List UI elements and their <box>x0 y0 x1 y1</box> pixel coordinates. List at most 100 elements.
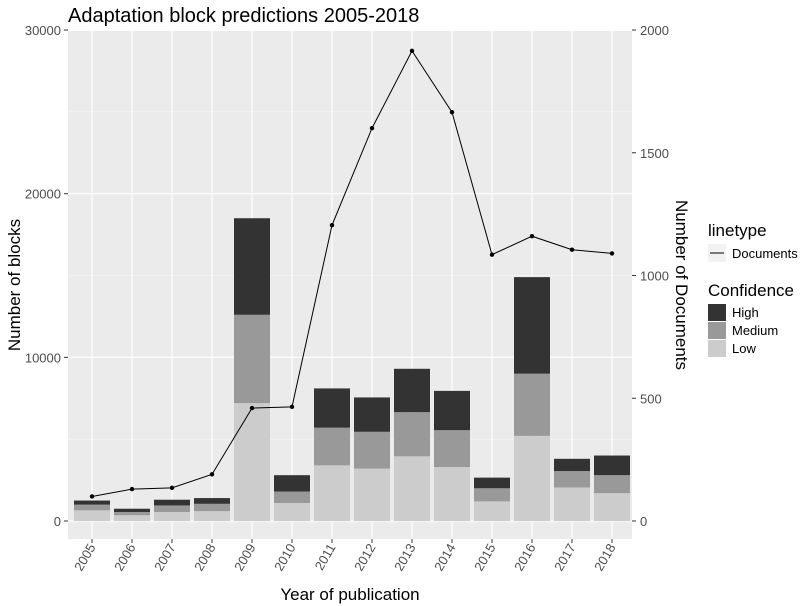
bar-high-2015 <box>474 477 510 489</box>
bar-medium-2009 <box>234 314 270 404</box>
x-tick-label: 2007 <box>151 541 178 574</box>
documents-point-2009 <box>249 405 255 411</box>
bar-medium-2015 <box>474 488 510 502</box>
legend-linetype-title: linetype <box>708 221 767 240</box>
y-axis-right: 0 500 1000 1500 2000 <box>632 23 669 529</box>
documents-point-2006 <box>129 486 135 492</box>
bar-medium-2016 <box>514 373 550 436</box>
y2-tick-label: 0 <box>640 514 647 529</box>
y2-tick-label: 2000 <box>640 23 669 38</box>
documents-point-2016 <box>529 234 535 239</box>
bar-medium-2017 <box>554 471 590 488</box>
x-tick-label: 2013 <box>391 541 418 574</box>
x-tick-label: 2017 <box>551 541 578 574</box>
documents-point-2012 <box>369 126 375 131</box>
bar-medium-2006 <box>114 511 150 516</box>
bar-high-2016 <box>514 277 550 374</box>
y2-tick-label: 500 <box>640 391 662 406</box>
documents-point-2015 <box>489 252 495 257</box>
y2-tick-label: 1500 <box>640 146 669 161</box>
legend-swatch-medium <box>708 322 726 339</box>
bar-low-2007 <box>154 511 190 521</box>
legend-swatch-low <box>708 340 726 357</box>
plot-panel <box>68 29 632 539</box>
bar-high-2005 <box>74 500 110 505</box>
bar-low-2012 <box>354 468 390 521</box>
x-tick-label: 2008 <box>191 541 218 574</box>
bar-low-2006 <box>114 515 150 521</box>
x-axis: 2005 2006 2007 2008 2009 2010 2011 2012 2013 2014… <box>71 539 619 574</box>
bar-high-2013 <box>394 368 430 413</box>
bar-high-2008 <box>194 498 230 504</box>
y2-axis-title: Number of Documents <box>672 200 691 370</box>
bar-low-2008 <box>194 511 230 521</box>
bar-medium-2007 <box>154 505 190 512</box>
y-tick-label: 30000 <box>25 23 61 38</box>
bar-low-2011 <box>314 465 350 521</box>
x-tick-label: 2014 <box>431 541 458 574</box>
legend-swatch-high <box>708 304 726 321</box>
bar-high-2006 <box>114 508 150 512</box>
bar-high-2017 <box>554 458 590 472</box>
bar-high-2012 <box>354 397 390 432</box>
legend: linetype Documents Confidence High Medium… <box>708 221 798 357</box>
bar-low-2005 <box>74 510 110 521</box>
bar-low-2015 <box>474 501 510 521</box>
bar-high-2014 <box>434 390 470 431</box>
documents-point-2008 <box>209 472 215 477</box>
x-tick-label: 2015 <box>471 541 498 574</box>
bar-low-2016 <box>514 435 550 521</box>
bar-medium-2010 <box>274 491 310 503</box>
legend-confidence-title: Confidence <box>708 281 794 300</box>
bar-high-2009 <box>234 218 270 315</box>
legend-confidence-items: High Medium Low <box>708 304 778 357</box>
x-tick-label: 2016 <box>511 541 538 574</box>
bar-medium-2011 <box>314 427 350 466</box>
bar-low-2017 <box>554 487 590 521</box>
bar-medium-2014 <box>434 430 470 467</box>
documents-point-2010 <box>289 404 295 410</box>
documents-point-2018 <box>609 251 615 256</box>
bar-medium-2013 <box>394 412 430 457</box>
y-tick-label: 0 <box>54 514 61 529</box>
legend-documents-label: Documents <box>732 246 798 261</box>
y-axis-left: 0 10000 20000 30000 <box>25 23 68 529</box>
bar-high-2011 <box>314 388 350 428</box>
bar-low-2010 <box>274 502 310 521</box>
documents-point-2007 <box>169 485 175 491</box>
bar-high-2007 <box>154 499 190 506</box>
bar-low-2018 <box>594 493 630 521</box>
y-tick-label: 20000 <box>25 187 61 202</box>
documents-point-2017 <box>569 247 575 252</box>
documents-line-path <box>91 49 613 497</box>
legend-label-medium: Medium <box>732 323 778 338</box>
bar-high-2018 <box>594 455 630 476</box>
chart-title: Adaptation block predictions 2005-2018 <box>68 5 419 27</box>
y-tick-label: 10000 <box>25 350 61 365</box>
bars <box>74 218 630 521</box>
bar-medium-2012 <box>354 431 390 469</box>
bar-low-2009 <box>234 403 270 521</box>
bar-medium-2018 <box>594 475 630 494</box>
documents-point-2014 <box>449 110 455 115</box>
x-axis-title: Year of publication <box>280 585 419 604</box>
documents-point-2005 <box>89 494 95 499</box>
legend-label-high: High <box>732 305 759 320</box>
x-tick-label: 2012 <box>351 541 378 574</box>
x-tick-label: 2006 <box>111 541 138 574</box>
documents-point-2011 <box>329 222 335 228</box>
bar-medium-2008 <box>194 503 230 512</box>
x-tick-label: 2018 <box>591 541 618 574</box>
x-tick-label: 2005 <box>71 541 98 574</box>
x-tick-label: 2010 <box>271 541 298 574</box>
y-axis-title: Number of blocks <box>5 219 24 351</box>
documents-line <box>89 48 615 499</box>
documents-point-2013 <box>409 48 415 54</box>
x-tick-label: 2009 <box>231 541 258 574</box>
y2-tick-label: 1000 <box>640 269 669 284</box>
bar-low-2013 <box>394 456 430 521</box>
legend-label-low: Low <box>732 341 756 356</box>
x-tick-label: 2011 <box>312 541 339 573</box>
bar-medium-2005 <box>74 504 110 511</box>
